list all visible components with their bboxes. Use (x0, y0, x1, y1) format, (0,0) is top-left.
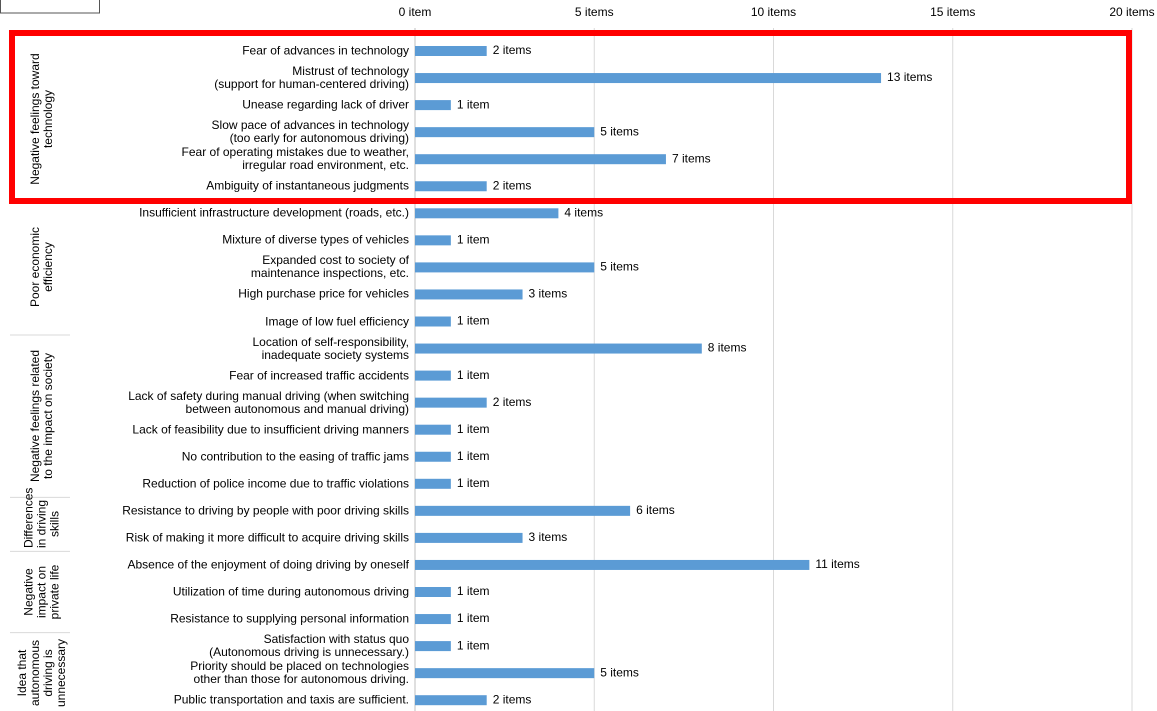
value-label: 1 item (457, 233, 490, 247)
bar (415, 532, 523, 543)
bar (415, 343, 702, 354)
value-label: 5 items (600, 124, 639, 138)
value-label: 2 items (493, 178, 532, 192)
value-label: 1 item (457, 584, 490, 598)
category-label: Image of low fuel efficiency (265, 314, 409, 328)
bar (415, 235, 451, 246)
bar (415, 695, 487, 706)
bar (415, 154, 666, 165)
category-label: Utilization of time during autonomous dr… (172, 584, 409, 599)
category-label: Location of self-responsibility, inadequ… (252, 334, 409, 362)
corner-box (0, 0, 100, 14)
category-label: Fear of operating mistakes due to weathe… (181, 145, 409, 173)
bar (415, 478, 451, 489)
category-label: Insufficient infrastructure development … (139, 205, 409, 220)
value-label: 13 items (887, 70, 932, 84)
value-label: 6 items (636, 503, 675, 517)
value-label: 3 items (529, 530, 568, 544)
category-label: Resistance to driving by people with poo… (122, 503, 409, 518)
highlight-box (9, 30, 1132, 204)
bar (415, 127, 595, 138)
category-label: Expanded cost to society of maintenance … (250, 253, 409, 281)
value-label: 1 item (457, 638, 490, 652)
category-label: Absence of the enjoyment of doing drivin… (127, 557, 409, 572)
category-label: Unease regarding lack of driver (242, 97, 409, 112)
category-label: Ambiguity of instantaneous judgments (206, 178, 409, 193)
x-tick-label: 10 items (751, 5, 796, 19)
bar (415, 370, 451, 381)
value-label: 8 items (708, 341, 747, 355)
category-label: Slow pace of advances in technology (too… (211, 118, 409, 146)
x-tick-label: 5 items (575, 5, 614, 19)
bar (415, 424, 451, 435)
category-label: Resistance to supplying personal informa… (170, 611, 409, 626)
category-label: Reduction of police income due to traffi… (142, 476, 409, 491)
bar (415, 208, 559, 219)
bar (415, 316, 451, 327)
category-label: Fear of advances in technology (242, 43, 409, 58)
category-label: Risk of making it more difficult to acqu… (125, 530, 409, 545)
value-label: 1 item (457, 449, 490, 463)
bar (415, 73, 882, 84)
value-label: 7 items (672, 151, 711, 165)
category-label: High purchase price for vehicles (238, 286, 409, 301)
bar (415, 559, 810, 570)
value-label: 1 item (457, 422, 490, 436)
bar (415, 100, 451, 111)
bar (415, 181, 487, 192)
x-tick-label: 0 item (399, 5, 432, 19)
category-label: No contribution to the easing of traffic… (181, 449, 409, 464)
value-label: 4 items (564, 205, 603, 219)
category-label: Fear of increased traffic accidents (229, 368, 409, 383)
value-label: 2 items (493, 395, 532, 409)
bar (415, 641, 451, 652)
bar (415, 397, 487, 408)
category-label: Public transportation and taxis are suff… (173, 692, 409, 707)
category-label: Mixture of diverse types of vehicles (222, 232, 409, 247)
bar (415, 587, 451, 597)
value-label: 5 items (600, 260, 639, 274)
value-label: 1 item (457, 476, 490, 490)
bar (415, 46, 487, 56)
value-label: 11 items (815, 557, 859, 571)
category-label: Mistrust of technology (support for huma… (214, 64, 409, 92)
value-label: 1 item (457, 97, 490, 111)
x-tick-label: 20 items (1109, 5, 1154, 19)
category-label: Lack of feasibility due to insufficient … (132, 422, 409, 437)
category-label: Lack of safety during manual driving (wh… (128, 388, 409, 416)
x-tick-label: 15 items (930, 5, 975, 19)
category-label: Satisfaction with status quo (Autonomous… (209, 632, 409, 660)
bar (415, 262, 595, 273)
value-label: 1 item (457, 314, 490, 328)
bar (415, 289, 523, 300)
value-label: 2 items (493, 43, 532, 57)
bar (415, 505, 631, 516)
value-label: 5 items (600, 665, 639, 679)
value-label: 1 item (457, 368, 490, 382)
value-label: 1 item (457, 611, 490, 625)
bar (415, 614, 451, 625)
value-label: 3 items (529, 287, 568, 301)
bar (415, 668, 595, 679)
category-label: Priority should be placed on technologie… (190, 659, 409, 687)
bar (415, 451, 451, 462)
value-label: 2 items (493, 692, 532, 706)
